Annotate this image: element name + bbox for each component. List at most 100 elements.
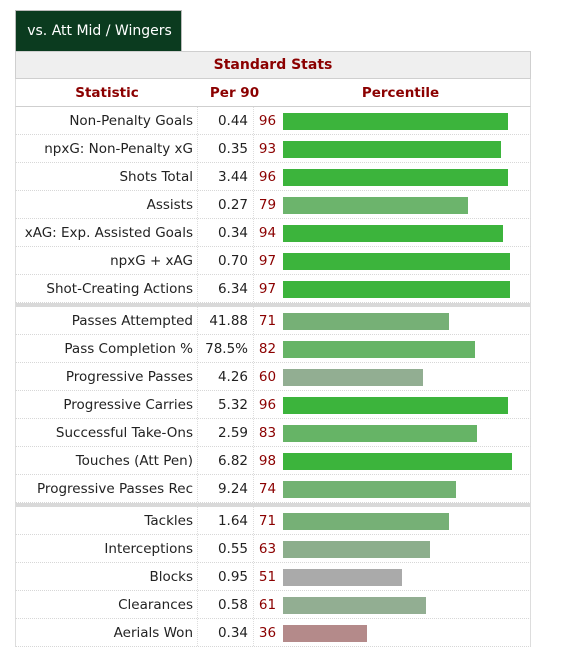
table-row: Interceptions 0.55 63 <box>15 535 531 563</box>
per90-value: 0.34 <box>198 219 254 246</box>
table-caption: Standard Stats <box>15 51 531 79</box>
percentile-bar <box>283 513 449 530</box>
percentile-value: 97 <box>258 253 277 269</box>
per90-value: 5.32 <box>198 391 254 418</box>
percentile-bar-cell <box>281 391 530 418</box>
per90-value: 0.95 <box>198 563 254 590</box>
table-body: Non-Penalty Goals 0.44 96 npxG: Non-Penalty… <box>15 107 531 647</box>
percentile-bar-cell <box>281 419 530 446</box>
percentile-bar <box>283 369 423 386</box>
percentile-bar-cell <box>281 563 530 590</box>
table-row: Non-Penalty Goals 0.44 96 <box>15 107 531 135</box>
per90-value: 4.26 <box>198 363 254 390</box>
table-row: Assists 0.27 79 <box>15 191 531 219</box>
percentile-value: 83 <box>258 425 277 441</box>
statistic-name: Touches (Att Pen) <box>16 447 198 474</box>
table-row: Progressive Carries 5.32 96 <box>15 391 531 419</box>
percentile-bar-cell <box>281 107 530 134</box>
percentile-bar-cell <box>281 247 530 274</box>
table-row: Progressive Passes 4.26 60 <box>15 363 531 391</box>
table-row: Pass Completion % 78.5% 82 <box>15 335 531 363</box>
percentile-bar-cell <box>281 447 530 474</box>
table-row: Blocks 0.95 51 <box>15 563 531 591</box>
table-row: Shots Total 3.44 96 <box>15 163 531 191</box>
percentile-bar <box>283 113 508 130</box>
percentile-bar <box>283 597 426 614</box>
percentile-bar <box>283 169 508 186</box>
percentile-bar <box>283 625 367 642</box>
percentile-bar-cell <box>281 535 530 562</box>
percentile-bar-cell <box>281 275 530 302</box>
percentile-value: 71 <box>258 513 277 529</box>
statistic-name: Clearances <box>16 591 198 618</box>
percentile-value: 82 <box>258 341 277 357</box>
percentile-bar <box>283 397 508 414</box>
table-row: Tackles 1.64 71 <box>15 507 531 535</box>
statistic-name: npxG + xAG <box>16 247 198 274</box>
percentile-bar <box>283 541 430 558</box>
tab-label: vs. Att Mid / Wingers <box>27 23 172 39</box>
percentile-value: 93 <box>258 141 277 157</box>
percentile-value: 51 <box>258 569 277 585</box>
percentile-value: 96 <box>258 169 277 185</box>
statistic-name: Non-Penalty Goals <box>16 107 198 134</box>
percentile-bar <box>283 197 468 214</box>
statistic-name: Pass Completion % <box>16 335 198 362</box>
percentile-bar-cell <box>281 363 530 390</box>
percentile-bar-cell <box>281 507 530 534</box>
percentile-bar <box>283 141 501 158</box>
per90-value: 0.44 <box>198 107 254 134</box>
statistic-name: Successful Take-Ons <box>16 419 198 446</box>
percentile-bar-cell <box>281 219 530 246</box>
percentile-value: 63 <box>258 541 277 557</box>
percentile-bar <box>283 569 402 586</box>
percentile-value: 96 <box>258 397 277 413</box>
percentile-value: 97 <box>258 281 277 297</box>
per90-value: 41.88 <box>198 307 254 334</box>
statistic-name: Progressive Passes <box>16 363 198 390</box>
per90-value: 3.44 <box>198 163 254 190</box>
group-separator <box>15 503 531 507</box>
statistic-name: Blocks <box>16 563 198 590</box>
header-percentile[interactable]: Percentile <box>361 84 440 101</box>
percentile-bar <box>283 281 510 298</box>
per90-value: 78.5% <box>198 335 254 362</box>
percentile-bar-cell <box>281 619 530 646</box>
statistic-name: Assists <box>16 191 198 218</box>
per90-value: 0.34 <box>198 619 254 646</box>
percentile-bar-cell <box>281 307 530 334</box>
table-row: npxG: Non-Penalty xG 0.35 93 <box>15 135 531 163</box>
percentile-value: 36 <box>258 625 277 641</box>
header-per90[interactable]: Per 90 <box>209 84 260 101</box>
per90-value: 0.70 <box>198 247 254 274</box>
percentile-value: 71 <box>258 313 277 329</box>
statistic-name: Passes Attempted <box>16 307 198 334</box>
statistic-name: Tackles <box>16 507 198 534</box>
per90-value: 0.55 <box>198 535 254 562</box>
statistic-name: Shot-Creating Actions <box>16 275 198 302</box>
group-separator <box>15 303 531 307</box>
table-row: Touches (Att Pen) 6.82 98 <box>15 447 531 475</box>
header-statistic[interactable]: Statistic <box>75 84 139 101</box>
statistic-name: Progressive Passes Rec <box>16 475 198 502</box>
table-row: npxG + xAG 0.70 97 <box>15 247 531 275</box>
table-row: Successful Take-Ons 2.59 83 <box>15 419 531 447</box>
percentile-value: 79 <box>258 197 277 213</box>
table-row: Passes Attempted 41.88 71 <box>15 307 531 335</box>
per90-value: 0.35 <box>198 135 254 162</box>
percentile-value: 94 <box>258 225 277 241</box>
percentile-bar <box>283 313 449 330</box>
statistic-name: xAG: Exp. Assisted Goals <box>16 219 198 246</box>
percentile-value: 60 <box>258 369 277 385</box>
table-row: Clearances 0.58 61 <box>15 591 531 619</box>
percentile-bar <box>283 481 456 498</box>
percentile-bar-cell <box>281 591 530 618</box>
tab-att-mid-wingers[interactable]: vs. Att Mid / Wingers <box>15 10 182 51</box>
table-row: Aerials Won 0.34 36 <box>15 619 531 647</box>
per90-value: 6.34 <box>198 275 254 302</box>
percentile-bar <box>283 225 503 242</box>
percentile-bar <box>283 453 512 470</box>
table-row: Shot-Creating Actions 6.34 97 <box>15 275 531 303</box>
percentile-bar <box>283 425 477 442</box>
per90-value: 0.58 <box>198 591 254 618</box>
